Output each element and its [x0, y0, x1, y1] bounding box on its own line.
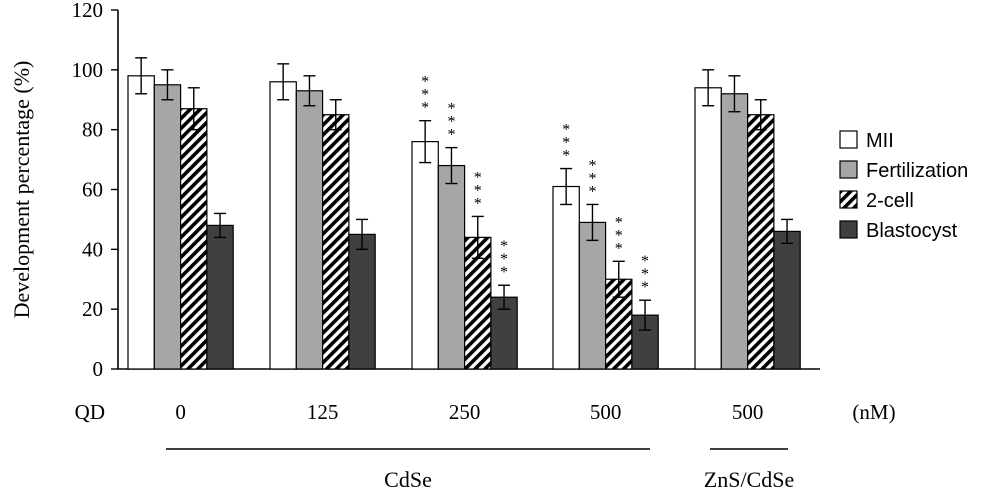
significance-star: *	[447, 127, 455, 144]
x-prefix-label: QD	[75, 400, 105, 424]
x-category-label: 500	[590, 400, 622, 424]
legend-swatch-mii	[839, 130, 858, 149]
bar-2-cell-0	[180, 108, 208, 370]
y-tick-label: 0	[93, 357, 104, 381]
significance-star: *	[421, 100, 429, 117]
bar-mii-0	[127, 75, 155, 370]
legend-label: MII	[866, 130, 894, 152]
bar-fertilization-3	[578, 221, 607, 370]
y-tick-label: 120	[72, 0, 104, 22]
y-tick-label: 100	[72, 58, 104, 82]
legend-label: Fertilization	[866, 160, 968, 182]
bar-blastocyst-1	[348, 233, 376, 370]
significance-star: *	[474, 182, 482, 199]
legend-label: Blastocyst	[866, 220, 958, 242]
significance-star: *	[500, 264, 508, 281]
bar-mii-3	[552, 185, 580, 370]
legend-swatch-blastocyst	[839, 220, 858, 239]
y-tick-label: 80	[82, 118, 103, 142]
significance-star: *	[500, 238, 508, 255]
bar-mii-2	[411, 141, 439, 370]
significance-star: *	[500, 251, 508, 268]
bar-blastocyst-4	[773, 230, 801, 370]
bar-2-cell-4	[746, 114, 775, 370]
x-category-label: 125	[307, 400, 339, 424]
significance-star: *	[588, 183, 596, 200]
significance-star: *	[641, 253, 649, 270]
significance-star: *	[474, 169, 482, 186]
significance-star: *	[641, 279, 649, 296]
legend-label: 2-cell	[866, 190, 914, 212]
x-category-label: 500	[732, 400, 764, 424]
significance-star: *	[588, 157, 596, 174]
significance-star: *	[562, 122, 570, 139]
y-axis-label: Development percentage (%)	[9, 61, 34, 319]
significance-star: *	[447, 101, 455, 118]
significance-star: *	[562, 135, 570, 152]
significance-star: *	[421, 87, 429, 104]
legend-swatch-fertilization	[839, 160, 858, 179]
y-tick-label: 60	[82, 178, 103, 202]
bar-fertilization-2	[437, 164, 466, 370]
group-label: CdSe	[384, 467, 432, 492]
bar-2-cell-1	[322, 114, 350, 370]
significance-star: *	[641, 266, 649, 283]
x-category-label: 250	[449, 400, 481, 424]
significance-star: *	[447, 114, 455, 131]
significance-star: *	[615, 240, 623, 257]
bar-blastocyst-0	[206, 224, 234, 370]
significance-star: *	[474, 195, 482, 212]
y-tick-label: 20	[82, 297, 103, 321]
y-tick-label: 40	[82, 237, 103, 261]
bar-mii-1	[269, 81, 297, 370]
bar-fertilization-4	[720, 93, 749, 370]
significance-star: *	[615, 214, 623, 231]
bar-mii-4	[694, 87, 722, 370]
legend-swatch-2-cell	[839, 190, 858, 209]
significance-star: *	[615, 227, 623, 244]
significance-star: *	[562, 148, 570, 165]
x-category-label: 0	[175, 400, 186, 424]
group-label: ZnS/CdSe	[704, 467, 794, 492]
significance-star: *	[588, 170, 596, 187]
x-unit-label: (nM)	[852, 400, 895, 424]
bar-fertilization-1	[295, 90, 324, 370]
bar-fertilization-0	[153, 84, 182, 370]
significance-star: *	[421, 74, 429, 91]
